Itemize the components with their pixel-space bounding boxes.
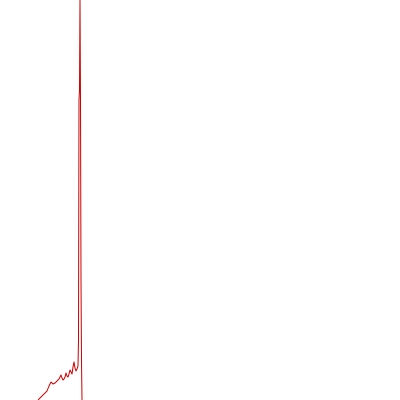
- plot-area: [37, 0, 83, 400]
- series-line-1: [37, 0, 83, 400]
